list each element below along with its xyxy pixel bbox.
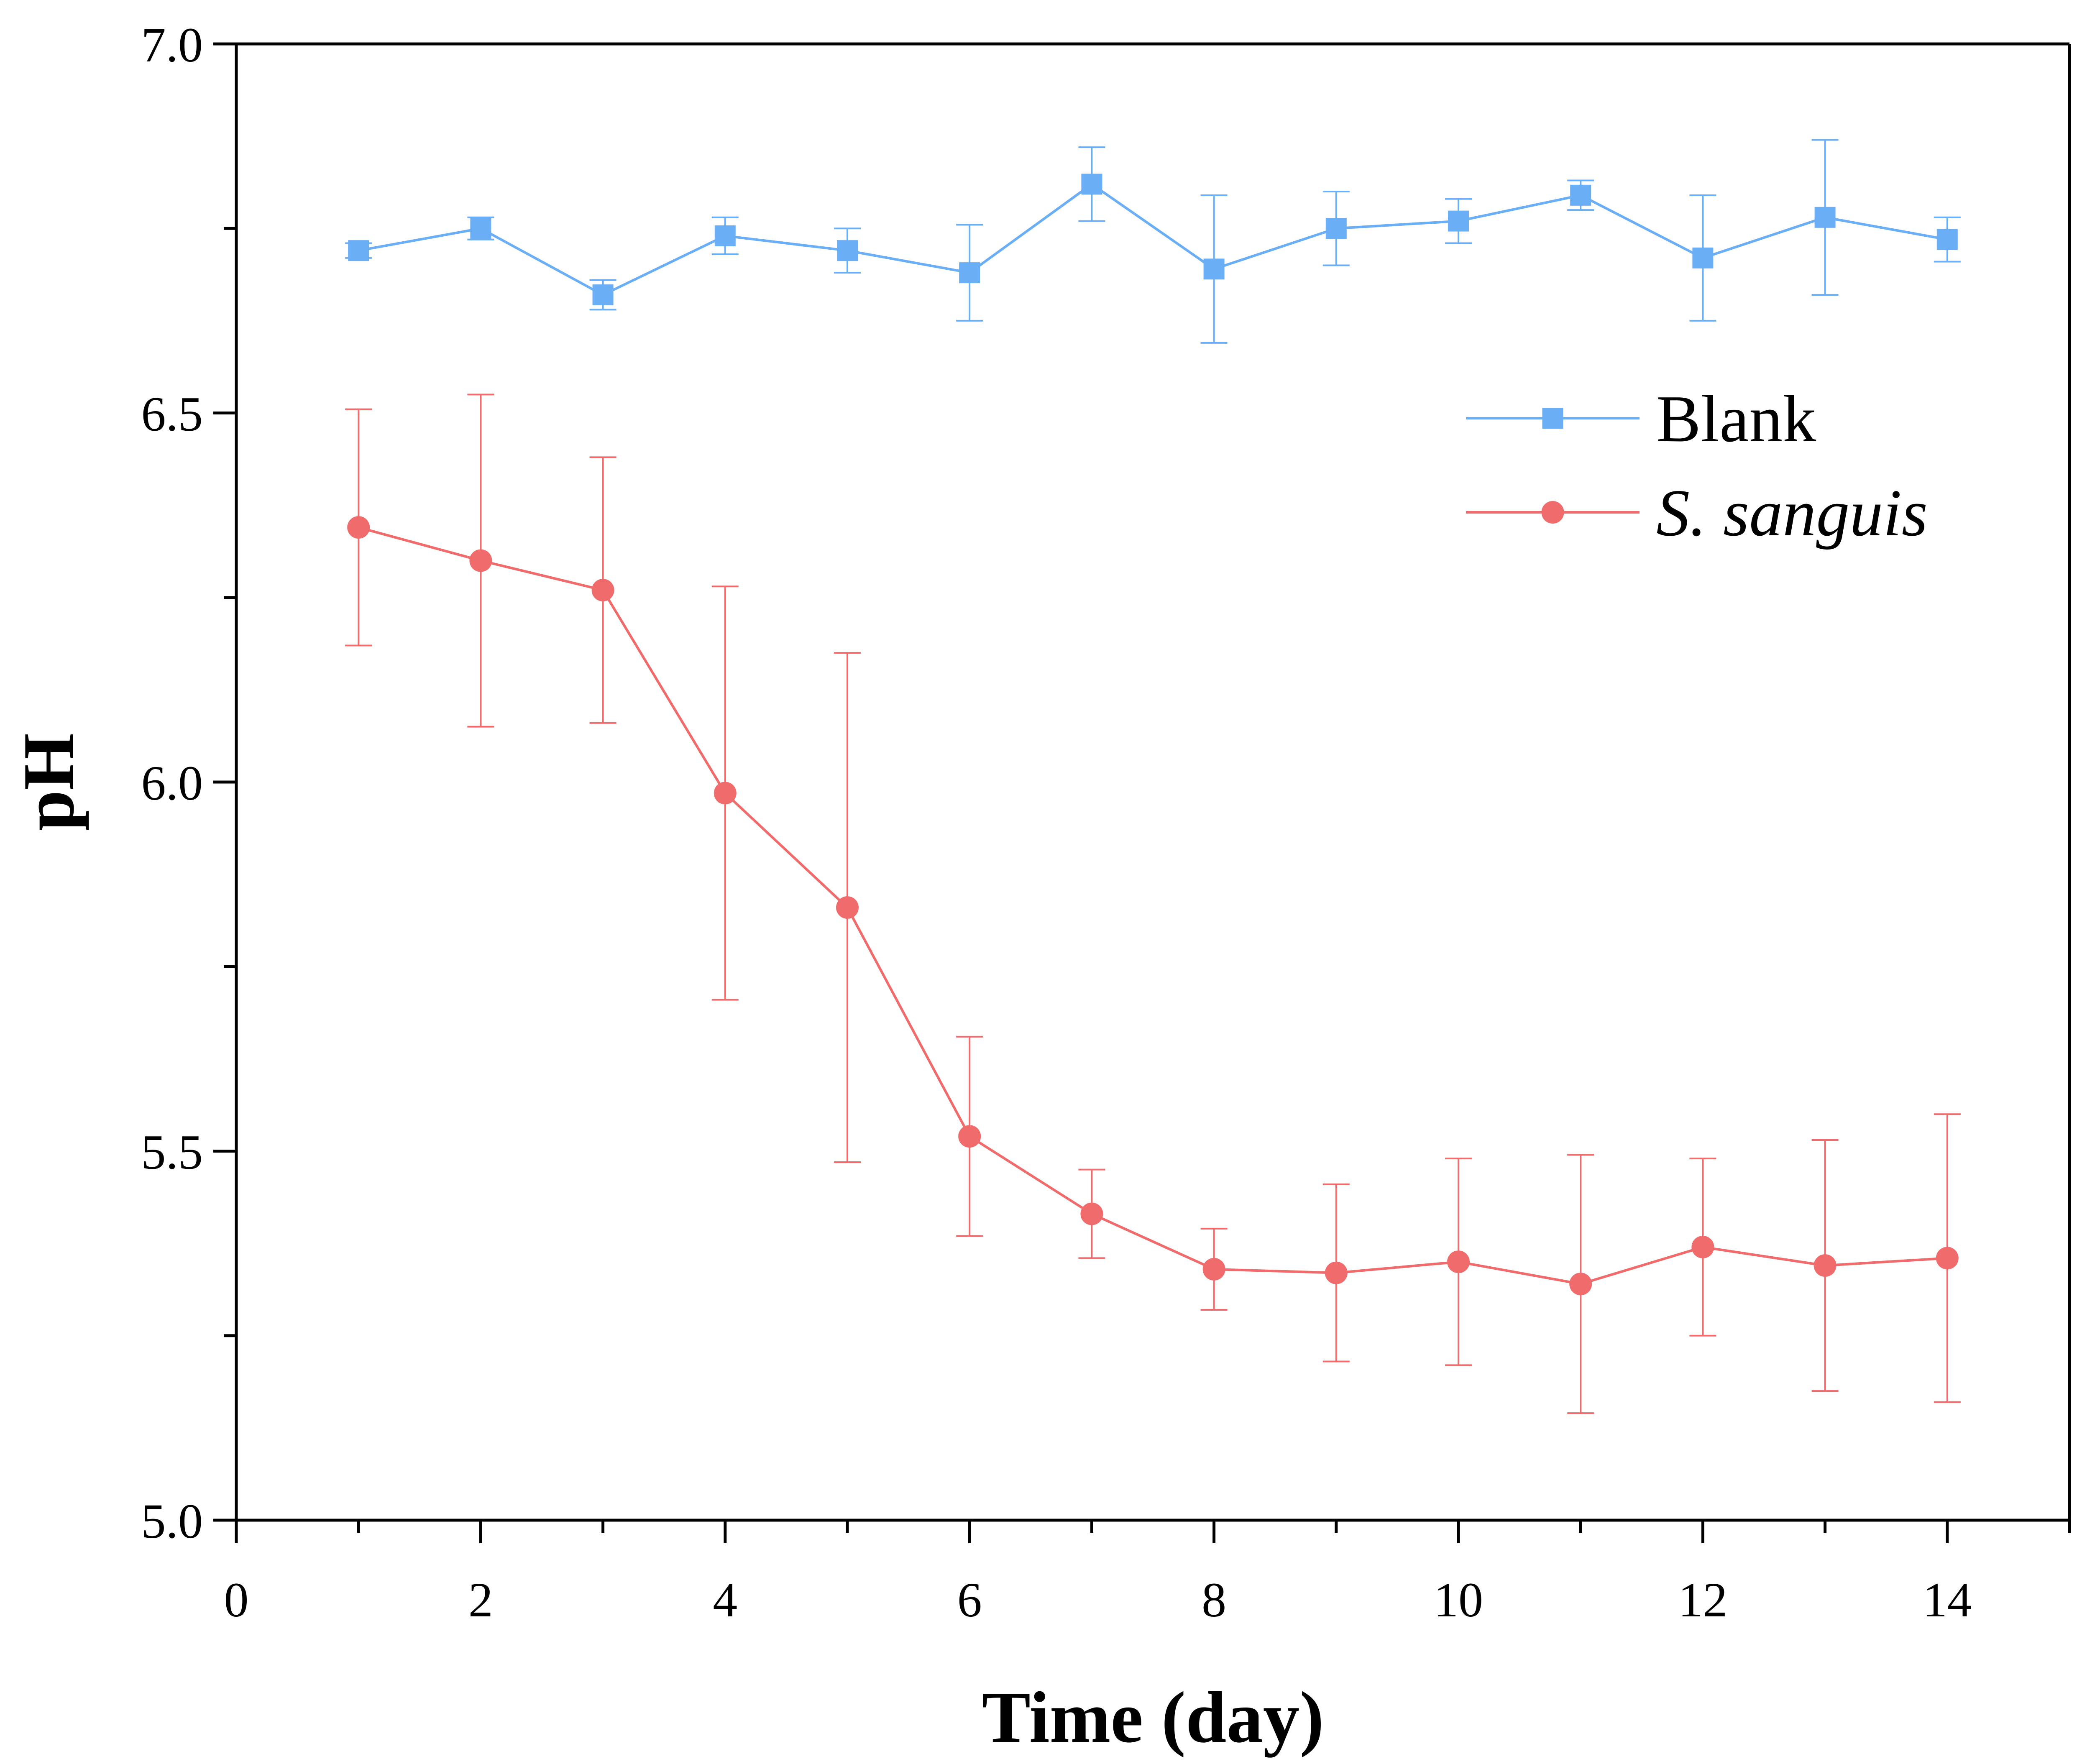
data-point-square <box>1081 174 1102 195</box>
data-point-square <box>837 240 858 261</box>
data-point-circle <box>1814 1254 1837 1277</box>
data-point-circle <box>1569 1273 1592 1296</box>
axes-layer: 0 2 4 6 8 10 12 14 5.0 5.5 6.0 6.5 7.0 <box>141 18 2071 1627</box>
data-point-circle <box>591 579 614 602</box>
y-tick-label: 5.5 <box>141 1125 203 1180</box>
legend-label: S. sanguis <box>1656 476 1928 550</box>
data-point-square <box>1448 210 1469 232</box>
y-tick-label: 6.5 <box>141 387 203 442</box>
data-point-square <box>1203 258 1225 280</box>
data-point-circle <box>469 549 492 572</box>
x-tick-label: 6 <box>957 1572 982 1627</box>
data-point-square <box>348 240 369 261</box>
x-tick-label: 12 <box>1678 1572 1727 1627</box>
x-axis-title: Time (day) <box>982 1677 1324 1758</box>
x-tick-label: 0 <box>224 1572 249 1627</box>
data-point-square <box>1325 218 1347 239</box>
data-point-square <box>1936 229 1958 250</box>
y-axis-title: pH <box>8 733 89 831</box>
data-point-circle <box>347 516 370 539</box>
data-point-square <box>714 225 736 246</box>
series-2 <box>345 394 1961 1414</box>
data-point-circle <box>1080 1202 1103 1225</box>
series-line <box>358 526 1947 1286</box>
data-point-circle <box>1936 1247 1959 1270</box>
data-point-square <box>959 262 980 284</box>
series-layer <box>345 139 1961 1414</box>
x-tick-label: 8 <box>1202 1572 1226 1627</box>
y-tick-label: 7.0 <box>141 18 203 72</box>
legend-item-2: S. sanguis <box>1466 476 1928 550</box>
legend: Blank S. sanguis <box>1466 381 1928 550</box>
data-point-circle <box>714 782 737 805</box>
legend-item-1: Blank <box>1466 381 1816 456</box>
x-tick-label: 2 <box>468 1572 493 1627</box>
legend-label: Blank <box>1656 381 1816 456</box>
series-1 <box>345 139 1961 344</box>
y-tick-label: 6.0 <box>141 756 203 810</box>
data-point-square <box>470 218 491 239</box>
data-point-circle <box>1447 1250 1470 1273</box>
data-point-square <box>1570 184 1591 206</box>
data-point-circle <box>958 1125 981 1148</box>
legend-marker-square <box>1542 408 1563 429</box>
series-line <box>358 182 1948 297</box>
x-tick-label: 4 <box>713 1572 737 1627</box>
data-point-circle <box>1202 1258 1225 1281</box>
data-point-circle <box>1691 1235 1714 1258</box>
data-point-square <box>1692 247 1714 268</box>
x-tick-label: 14 <box>1923 1572 1972 1627</box>
data-point-circle <box>1325 1261 1348 1284</box>
data-point-square <box>1814 207 1836 228</box>
legend-marker-circle <box>1541 501 1564 524</box>
data-point-square <box>592 284 614 306</box>
x-tick-label: 10 <box>1434 1572 1483 1627</box>
data-point-circle <box>836 896 859 919</box>
y-tick-label: 5.0 <box>141 1494 203 1549</box>
